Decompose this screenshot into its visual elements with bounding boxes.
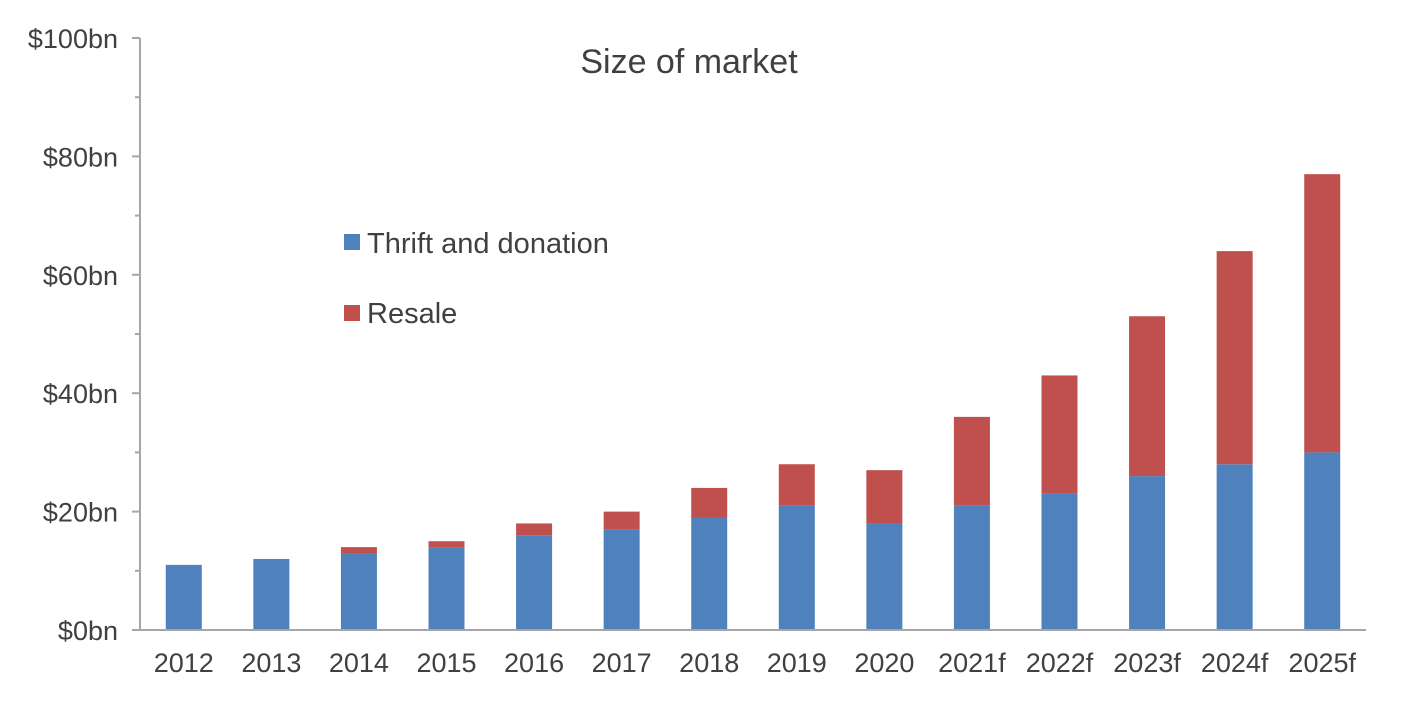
bar-thrift-and-donation-2018 xyxy=(691,517,728,630)
chart-title: Size of market xyxy=(580,43,798,81)
bars-layer xyxy=(165,174,1341,630)
bar-resale-2022f xyxy=(1041,375,1078,494)
legend: Thrift and donation Resale xyxy=(344,228,609,330)
bar-thrift-and-donation-2019 xyxy=(778,505,815,630)
bar-thrift-and-donation-2020 xyxy=(866,523,903,630)
x-tick-label: 2018 xyxy=(679,648,739,678)
bar-resale-2019 xyxy=(778,464,815,506)
bar-thrift-and-donation-2014 xyxy=(340,553,377,630)
legend-label-resale: Resale xyxy=(367,298,457,330)
x-tick-label: 2014 xyxy=(329,648,389,678)
x-tick-label: 2017 xyxy=(592,648,652,678)
bar-resale-2023f xyxy=(1129,316,1166,477)
legend-label-thrift-and-donation: Thrift and donation xyxy=(367,228,609,260)
bar-resale-2021f xyxy=(953,416,990,506)
bar-thrift-and-donation-2016 xyxy=(516,535,553,630)
y-tick-label: $20bn xyxy=(43,498,118,528)
x-tick-label: 2024f xyxy=(1201,648,1269,678)
x-tick-label: 2022f xyxy=(1026,648,1094,678)
bar-thrift-and-donation-2022f xyxy=(1041,493,1078,630)
x-tick-label: 2025f xyxy=(1288,648,1356,678)
x-tick-label: 2019 xyxy=(767,648,827,678)
y-tick-label: $0bn xyxy=(58,616,118,646)
x-tick-label: 2021f xyxy=(938,648,1006,678)
bar-thrift-and-donation-2021f xyxy=(953,505,990,630)
bar-resale-2020 xyxy=(866,470,903,524)
bar-resale-2018 xyxy=(691,487,728,518)
bar-thrift-and-donation-2015 xyxy=(428,547,465,630)
legend-swatch-resale xyxy=(344,305,360,321)
bar-thrift-and-donation-2025f xyxy=(1304,452,1341,630)
bar-resale-2025f xyxy=(1304,174,1341,453)
x-tick-label: 2015 xyxy=(416,648,476,678)
x-axis-labels: 2012 2013 2014 2015 2016 2017 2018 2019 2020 2021… xyxy=(154,648,1357,678)
bar-thrift-and-donation-2012 xyxy=(165,564,202,630)
y-tick-label: $40bn xyxy=(43,379,118,409)
bar-resale-2024f xyxy=(1216,251,1253,465)
y-tick-label: $100bn xyxy=(28,24,118,54)
x-tick-label: 2020 xyxy=(854,648,914,678)
y-tick-label: $60bn xyxy=(43,261,118,291)
axes-layer xyxy=(139,38,1366,631)
bar-resale-2014 xyxy=(340,547,377,554)
bar-resale-2016 xyxy=(516,523,553,536)
y-tick-label: $80bn xyxy=(43,142,118,172)
x-tick-label: 2023f xyxy=(1113,648,1181,678)
bar-resale-2017 xyxy=(603,511,640,530)
bar-resale-2015 xyxy=(428,541,465,548)
bar-thrift-and-donation-2024f xyxy=(1216,464,1253,630)
x-tick-label: 2013 xyxy=(241,648,301,678)
y-axis-ticks: $0bn $20bn $40bn $60bn $80bn $100bn xyxy=(28,24,140,646)
bar-thrift-and-donation-2013 xyxy=(253,558,290,630)
bar-thrift-and-donation-2023f xyxy=(1129,476,1166,630)
legend-swatch-thrift-and-donation xyxy=(344,234,360,250)
x-tick-label: 2016 xyxy=(504,648,564,678)
bar-thrift-and-donation-2017 xyxy=(603,529,640,630)
x-tick-label: 2012 xyxy=(154,648,214,678)
